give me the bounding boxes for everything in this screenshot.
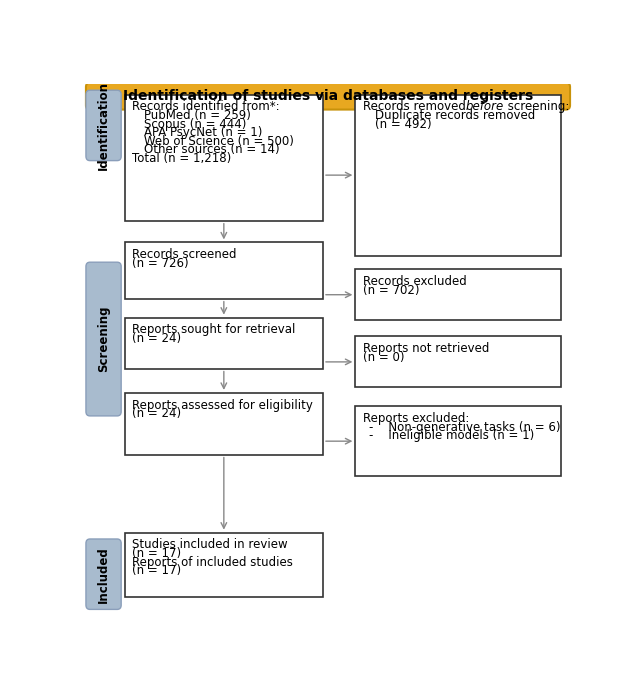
Text: Records screened: Records screened	[132, 248, 237, 261]
Text: Identification: Identification	[97, 81, 110, 170]
Text: Screening: Screening	[97, 306, 110, 372]
Text: Studies included in review: Studies included in review	[132, 538, 288, 551]
Bar	[125, 393, 323, 454]
Text: Reports assessed for eligibility: Reports assessed for eligibility	[132, 399, 313, 412]
Text: Reports not retrieved: Reports not retrieved	[363, 342, 489, 355]
Text: Records excluded: Records excluded	[363, 275, 467, 288]
Bar	[125, 533, 323, 597]
Text: Reports excluded:: Reports excluded:	[363, 412, 469, 425]
Text: -    Non-generative tasks (n = 6): - Non-generative tasks (n = 6)	[369, 421, 561, 433]
Bar	[355, 336, 561, 387]
Text: (n = 24): (n = 24)	[132, 332, 181, 345]
Text: APA PsycNet (n = 1): APA PsycNet (n = 1)	[145, 126, 263, 139]
Text: Included: Included	[97, 546, 110, 602]
FancyBboxPatch shape	[86, 90, 121, 161]
Text: Records identified from*:: Records identified from*:	[132, 101, 280, 113]
Text: (n = 0): (n = 0)	[363, 351, 404, 364]
FancyBboxPatch shape	[86, 82, 570, 110]
Bar	[355, 406, 561, 476]
Text: Total (n = 1,218): Total (n = 1,218)	[132, 152, 231, 165]
Text: (n = 702): (n = 702)	[363, 283, 419, 297]
Text: Records removed: Records removed	[363, 101, 465, 113]
Bar	[125, 242, 323, 299]
Text: Other sources (n = 14): Other sources (n = 14)	[145, 143, 280, 156]
Text: (n = 24): (n = 24)	[132, 407, 181, 420]
Bar	[125, 318, 323, 369]
Text: Identification of studies via databases and registers: Identification of studies via databases …	[123, 89, 533, 103]
Text: (n = 726): (n = 726)	[132, 257, 189, 269]
Text: (n = 17): (n = 17)	[132, 547, 181, 560]
Text: Scopus (n = 444): Scopus (n = 444)	[145, 117, 247, 131]
Text: (n = 17): (n = 17)	[132, 564, 181, 577]
Bar	[355, 94, 561, 255]
Bar	[125, 94, 323, 221]
Bar	[355, 269, 561, 320]
Text: PubMed (n = 259): PubMed (n = 259)	[145, 109, 252, 122]
FancyBboxPatch shape	[86, 539, 121, 609]
Text: screening:: screening:	[504, 101, 569, 113]
Text: (n = 492): (n = 492)	[375, 117, 432, 131]
Text: before: before	[465, 101, 504, 113]
FancyBboxPatch shape	[86, 262, 121, 416]
Text: Web of Science (n = 500): Web of Science (n = 500)	[145, 135, 294, 148]
Text: Duplicate records removed: Duplicate records removed	[375, 109, 536, 122]
Text: -    Ineligible models (n = 1): - Ineligible models (n = 1)	[369, 429, 534, 443]
Text: Reports sought for retrieval: Reports sought for retrieval	[132, 323, 296, 336]
Text: Reports of included studies: Reports of included studies	[132, 556, 293, 569]
